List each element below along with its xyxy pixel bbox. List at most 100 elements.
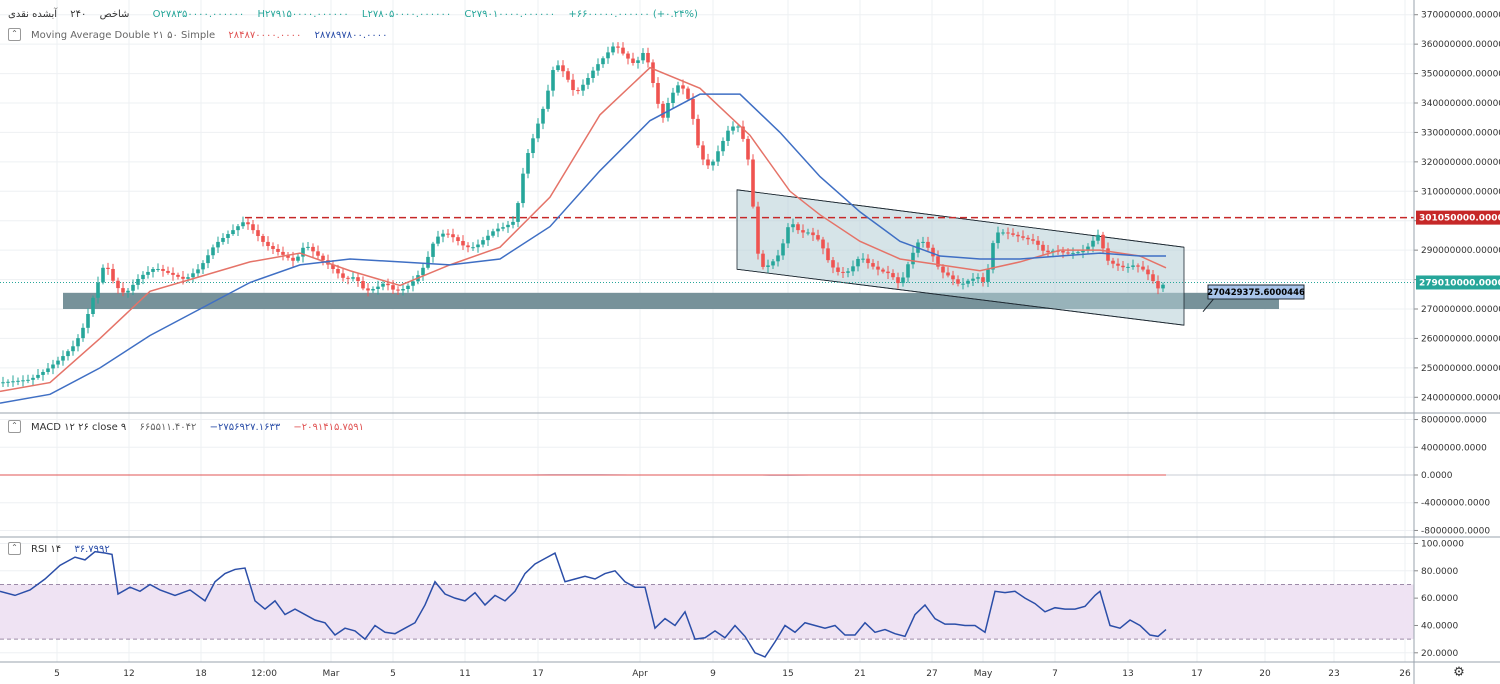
candle-body[interactable] (21, 380, 25, 382)
candle-body[interactable] (351, 277, 355, 279)
candle-body[interactable] (601, 58, 605, 65)
candle-body[interactable] (36, 374, 40, 378)
candle-body[interactable] (926, 241, 930, 248)
candle-body[interactable] (1131, 265, 1135, 267)
candle-body[interactable] (116, 280, 120, 289)
candle-body[interactable] (1071, 253, 1075, 255)
candle-body[interactable] (851, 266, 855, 272)
candle-body[interactable] (646, 52, 650, 63)
candle-body[interactable] (206, 255, 210, 264)
candle-body[interactable] (451, 234, 455, 238)
candle-body[interactable] (661, 103, 665, 118)
candle-body[interactable] (856, 258, 860, 267)
candle-body[interactable] (846, 271, 850, 273)
candle-body[interactable] (1086, 246, 1090, 251)
candle-body[interactable] (81, 327, 85, 339)
candle-body[interactable] (236, 226, 240, 231)
candle-body[interactable] (566, 71, 570, 80)
candle-body[interactable] (41, 371, 45, 375)
candle-body[interactable] (111, 268, 115, 281)
collapse-icon[interactable]: ⌃ (8, 420, 21, 433)
candle-body[interactable] (161, 268, 165, 271)
candle-body[interactable] (496, 228, 500, 232)
candle-body[interactable] (1146, 269, 1150, 275)
candle-body[interactable] (806, 232, 810, 234)
candle-body[interactable] (106, 267, 110, 269)
candle-body[interactable] (376, 286, 380, 289)
candle-body[interactable] (691, 98, 695, 119)
candle-body[interactable] (51, 364, 55, 369)
candle-body[interactable] (911, 252, 915, 265)
candle-body[interactable] (61, 356, 65, 361)
candle-body[interactable] (361, 281, 365, 289)
candle-body[interactable] (761, 253, 765, 267)
candle-body[interactable] (901, 277, 905, 284)
candle-body[interactable] (871, 263, 875, 267)
candle-body[interactable] (481, 240, 485, 245)
candle-body[interactable] (316, 251, 320, 256)
candle-body[interactable] (391, 285, 395, 290)
candle-body[interactable] (696, 118, 700, 146)
candle-body[interactable] (586, 77, 590, 85)
candle-body[interactable] (216, 241, 220, 248)
candle-body[interactable] (1021, 236, 1025, 238)
gear-icon[interactable]: ⚙ (1453, 665, 1465, 680)
candle-body[interactable] (476, 244, 480, 248)
collapse-icon[interactable]: ⌃ (8, 542, 21, 555)
candle-body[interactable] (196, 269, 200, 274)
candle-body[interactable] (501, 227, 505, 229)
candle-body[interactable] (756, 206, 760, 254)
candle-body[interactable] (231, 230, 235, 235)
candle-body[interactable] (611, 46, 615, 53)
channel-upper-line[interactable] (736, 189, 1185, 248)
candle-body[interactable] (776, 255, 780, 262)
candle-body[interactable] (1151, 274, 1155, 282)
candle-body[interactable] (706, 159, 710, 166)
candle-body[interactable] (1081, 250, 1085, 253)
candle-body[interactable] (831, 260, 835, 268)
candle-body[interactable] (626, 53, 630, 59)
candle-body[interactable] (766, 265, 770, 267)
candle-body[interactable] (1101, 234, 1105, 249)
candle-body[interactable] (246, 222, 250, 225)
candle-body[interactable] (296, 256, 300, 261)
candle-body[interactable] (356, 277, 360, 282)
candle-body[interactable] (181, 276, 185, 279)
candle-body[interactable] (536, 123, 540, 139)
candle-body[interactable] (966, 280, 970, 284)
candle-body[interactable] (631, 58, 635, 63)
candle-body[interactable] (341, 273, 345, 278)
candle-body[interactable] (331, 264, 335, 269)
candle-body[interactable] (396, 289, 400, 291)
candle-body[interactable] (366, 288, 370, 291)
candle-body[interactable] (1111, 260, 1115, 264)
candle-body[interactable] (921, 241, 925, 243)
candle-body[interactable] (271, 246, 275, 249)
candle-body[interactable] (71, 346, 75, 352)
candle-body[interactable] (321, 255, 325, 261)
candle-body[interactable] (811, 232, 815, 236)
candle-body[interactable] (471, 247, 475, 249)
candle-body[interactable] (591, 70, 595, 78)
candle-body[interactable] (276, 248, 280, 252)
candle-body[interactable] (936, 256, 940, 267)
candle-body[interactable] (406, 285, 410, 289)
candle-body[interactable] (836, 267, 840, 272)
candle-body[interactable] (456, 237, 460, 242)
candle-body[interactable] (281, 251, 285, 255)
candle-body[interactable] (336, 268, 340, 274)
candle-body[interactable] (951, 275, 955, 280)
candle-body[interactable] (506, 224, 510, 228)
candle-body[interactable] (461, 241, 465, 246)
candle-body[interactable] (891, 273, 895, 278)
candle-body[interactable] (801, 230, 805, 233)
candle-body[interactable] (11, 381, 15, 383)
candle-body[interactable] (261, 236, 265, 242)
candle-body[interactable] (16, 380, 20, 382)
candle-body[interactable] (421, 267, 425, 276)
candle-body[interactable] (596, 64, 600, 71)
candle-body[interactable] (26, 379, 30, 381)
candle-body[interactable] (136, 278, 140, 285)
candle-body[interactable] (1096, 234, 1100, 241)
candle-body[interactable] (1041, 244, 1045, 251)
